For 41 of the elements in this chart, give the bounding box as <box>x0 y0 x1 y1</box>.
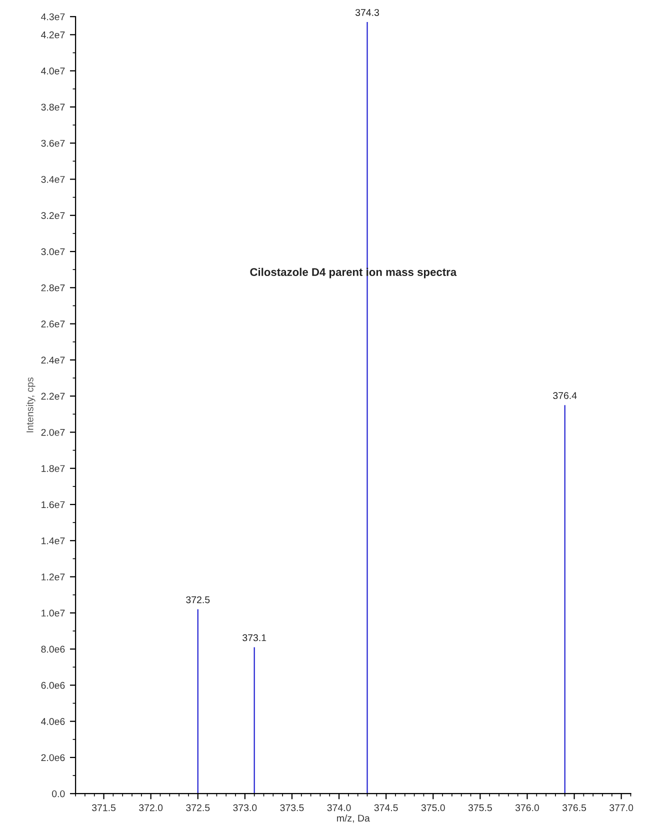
x-tick-label: 375.5 <box>468 804 492 812</box>
x-tick-label: 376.0 <box>515 804 539 812</box>
x-tick-label: 377.0 <box>610 804 634 812</box>
y-tick-label: 3.4e7 <box>41 176 65 183</box>
y-tick-label: 4.3e7 <box>41 13 65 20</box>
y-tick-label: 2.0e6 <box>41 754 65 762</box>
x-tick-label: 373.5 <box>280 804 304 812</box>
y-tick-label: 2.0e7 <box>41 428 65 436</box>
y-tick-label: 2.4e7 <box>41 356 65 364</box>
x-tick-label: 373.0 <box>233 804 257 812</box>
y-tick-label: 2.8e7 <box>41 284 65 292</box>
y-tick-label: 3.8e7 <box>41 104 65 111</box>
y-tick-label: 1.2e7 <box>42 574 65 580</box>
y-tick-label: 8.0e6 <box>41 646 65 653</box>
x-tick-label: 375.0 <box>421 804 445 812</box>
x-tick-label: 372.5 <box>186 804 210 812</box>
y-tick-label: 2.2e7 <box>41 392 65 400</box>
y-axis-title: Intensity, cps <box>26 377 36 432</box>
y-tick-label: 3.6e7 <box>41 140 65 147</box>
annotation: 372.5 <box>186 596 210 604</box>
y-tick-label: 4.2e7 <box>41 31 65 38</box>
annotation: 373.1 <box>242 634 266 642</box>
y-tick-label: 4.0e7 <box>41 68 65 74</box>
x-tick-label: 372.0 <box>139 804 163 812</box>
x-axis-title: m/z, Da <box>337 814 370 823</box>
y-tick-label: 1.4e7 <box>42 537 65 544</box>
annotation: 376.4 <box>553 392 577 400</box>
annotation: 374.3 <box>355 9 379 16</box>
y-tick-label: 1.6e7 <box>42 501 65 508</box>
y-tick-label: 6.0e6 <box>41 682 65 689</box>
y-tick-label: 1.0e7 <box>42 610 65 617</box>
x-tick-label: 376.5 <box>562 804 586 812</box>
x-tick-label: 371.5 <box>92 804 116 812</box>
y-tick-label: 3.2e7 <box>41 212 65 219</box>
x-tick-label: 374.0 <box>327 804 351 812</box>
y-tick-label: 0.0 <box>52 790 65 798</box>
y-tick-label: 3.0e7 <box>41 248 65 256</box>
y-tick-label: 2.6e7 <box>41 320 65 328</box>
x-tick-label: 374.5 <box>374 804 398 812</box>
y-tick-label: 1.8e7 <box>42 465 65 472</box>
y-tick-label: 4.0e6 <box>41 718 65 725</box>
